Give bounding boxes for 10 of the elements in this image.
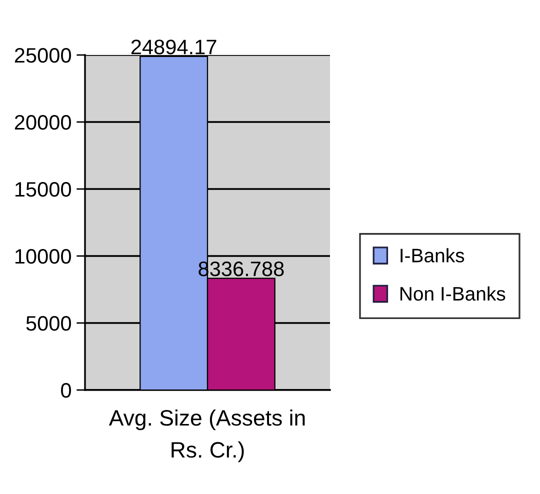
y-tick-label: 0 (61, 383, 71, 398)
x-tick-label: Avg. Size (Assets in Rs. Cr.) (108, 409, 305, 462)
y-tick-label: 20000 (14, 115, 71, 130)
y-tick-label: 5000 (26, 316, 71, 331)
y-tick-label: 15000 (15, 182, 71, 197)
y-tick-label: 25000 (14, 48, 71, 63)
legend-label: Non I-Banks (400, 286, 506, 301)
legend-label: I-Banks (400, 248, 464, 262)
y-tick-label: 10000 (15, 249, 71, 264)
data-label: 24894.17 (131, 40, 216, 54)
